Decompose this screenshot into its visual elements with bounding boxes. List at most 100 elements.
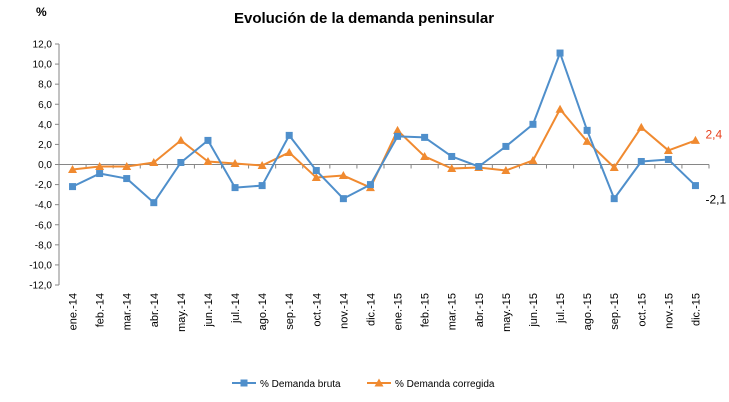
x-tick-label: dic.-15	[690, 293, 702, 326]
series-point-triangle	[528, 155, 538, 164]
series-point-triangle	[257, 161, 267, 170]
series-point-triangle	[447, 164, 457, 173]
x-tick-label: may.-15	[501, 293, 513, 332]
series-point-triangle	[203, 156, 213, 165]
x-tick-label: mar.-14	[122, 293, 134, 330]
legend: % Demanda bruta % Demanda corregida	[232, 378, 495, 390]
series-point-square	[231, 184, 239, 192]
series-point-square	[240, 379, 248, 387]
x-tick-label: dic.-14	[365, 293, 377, 326]
y-tick-label: -10,0	[29, 260, 52, 271]
series-point-triangle	[501, 166, 511, 175]
x-tick-label: feb.-15	[420, 293, 432, 327]
x-tick-label: mar.-15	[447, 293, 459, 330]
x-tick-label: nov.-14	[338, 293, 350, 329]
y-tick-label: 0,0	[38, 160, 52, 171]
series-line	[72, 108, 696, 189]
y-axis-unit-label: %	[36, 5, 47, 19]
series-point-triangle	[609, 163, 619, 172]
x-tick-label: oct.-15	[636, 293, 648, 327]
y-tick-label: 6,0	[38, 100, 52, 111]
series-point-square	[69, 183, 77, 191]
series-line	[72, 52, 697, 204]
y-tick-label: -2,0	[35, 180, 53, 191]
series-point-triangle	[230, 158, 240, 167]
series-end-label: 2,4	[705, 127, 722, 141]
series-end-label: -2,1	[705, 193, 726, 207]
x-tick-label: ene.-14	[68, 293, 80, 330]
y-tick-label: 2,0	[38, 140, 52, 151]
series-point-square	[366, 181, 374, 189]
series-point-square	[312, 167, 320, 175]
x-tick-label: jul.-14	[230, 293, 242, 324]
x-tick-label: oct.-14	[311, 293, 323, 327]
x-tick-label: ene.-15	[393, 293, 405, 330]
legend-label: % Demanda corregida	[395, 379, 495, 390]
series-point-triangle	[122, 162, 132, 171]
y-tick-label: 8,0	[38, 80, 52, 91]
series-point-square	[177, 158, 185, 166]
series-point-square	[502, 142, 510, 150]
series-point-triangle	[149, 157, 159, 166]
series-point-square	[475, 163, 483, 171]
series-point-triangle	[338, 171, 348, 180]
y-tick-label: -4,0	[35, 200, 53, 211]
series-point-triangle	[663, 145, 673, 154]
series-point-square	[691, 182, 699, 190]
series-demanda-bruta	[69, 49, 699, 207]
series-point-triangle	[176, 135, 186, 144]
series-point-square	[339, 195, 347, 203]
x-tick-label: jun.-14	[203, 293, 215, 328]
series-point-square	[285, 131, 293, 139]
y-tick-label: -6,0	[35, 220, 53, 231]
series-point-square	[258, 182, 266, 190]
x-tick-label: may.-14	[176, 293, 188, 332]
x-tick-label: sep.-15	[609, 293, 621, 330]
series-point-triangle	[284, 147, 294, 156]
chart-title: Evolución de la demanda peninsular	[234, 10, 494, 27]
series-layer	[68, 49, 700, 207]
series-point-triangle	[393, 125, 403, 134]
series-point-triangle	[95, 162, 105, 171]
x-tick-label: ago.-14	[257, 293, 269, 330]
legend-label: % Demanda bruta	[260, 379, 341, 390]
series-point-square	[583, 126, 591, 134]
series-point-square	[610, 195, 618, 203]
series-point-square	[150, 199, 158, 207]
y-tick-label: -8,0	[35, 240, 53, 251]
series-point-square	[556, 49, 564, 57]
series-point-triangle	[555, 104, 565, 113]
series-point-square	[664, 155, 672, 163]
x-tick-label: abr.-15	[474, 293, 486, 327]
series-point-square	[123, 175, 131, 183]
series-point-triangle	[690, 135, 700, 144]
y-tick-labels: 12,0 10,0 8,0 6,0 4,0 2,0 0,0 -2,0 -4,0 -6,0 -8,0 -…	[29, 40, 52, 292]
x-tick-label: sep.-14	[284, 293, 296, 330]
series-point-triangle	[636, 122, 646, 131]
x-tick-label: jul.-15	[555, 293, 567, 324]
x-tick-label: feb.-14	[95, 293, 107, 327]
x-tick-label: ago.-15	[582, 293, 594, 330]
series-point-square	[204, 136, 212, 144]
y-tick-label: 10,0	[33, 60, 53, 71]
x-tick-label: jun.-15	[528, 293, 540, 328]
x-tick-labels: ene.-14 feb.-14 mar.-14 abr.-14 may.-14 jun.-…	[68, 293, 703, 332]
series-point-square	[529, 120, 537, 128]
series-point-square	[637, 157, 645, 165]
x-tick-label: abr.-14	[149, 293, 161, 327]
series-point-triangle	[311, 173, 321, 182]
y-tick-label: 12,0	[33, 40, 53, 51]
legend-item: % Demanda corregida	[367, 378, 495, 390]
y-tick-label: 4,0	[38, 120, 52, 131]
end-labels: -2,1 2,4	[705, 127, 726, 206]
legend-item: % Demanda bruta	[232, 379, 341, 390]
series-point-triangle	[374, 378, 384, 387]
x-tick-label: nov.-15	[663, 293, 675, 329]
series-point-triangle	[582, 136, 592, 145]
y-tick-label: -12,0	[29, 281, 52, 292]
series-point-triangle	[420, 151, 430, 160]
series-point-square	[96, 170, 104, 178]
series-point-square	[421, 133, 429, 141]
series-point-square	[448, 152, 456, 160]
